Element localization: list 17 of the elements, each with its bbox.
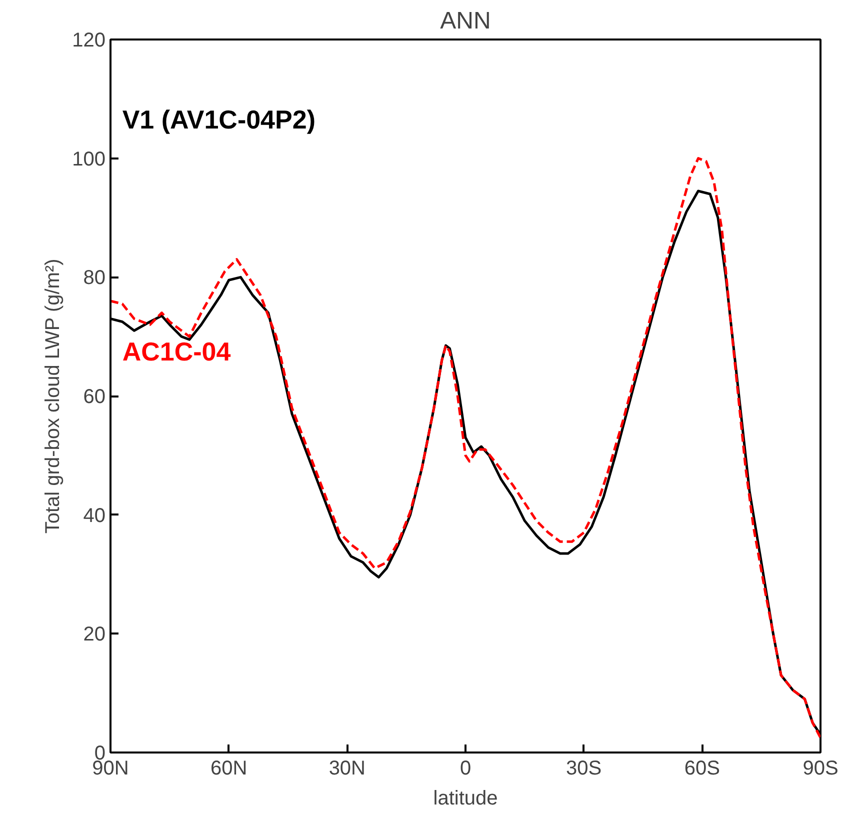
- y-tick-label: 60: [83, 386, 106, 408]
- chart-title: ANN: [440, 8, 491, 34]
- x-tick-label: 60N: [210, 758, 248, 780]
- x-axis-title: latitude: [433, 788, 498, 810]
- y-tick-label: 100: [72, 148, 106, 170]
- y-tick-label: 40: [83, 504, 106, 527]
- series-label: AC1C-04: [122, 336, 232, 366]
- y-tick-label: 120: [72, 30, 106, 52]
- x-tick-label: 30N: [328, 758, 366, 780]
- x-tick-label: 30S: [566, 758, 602, 780]
- x-tick-label: 0: [460, 758, 472, 780]
- x-tick-label: 90S: [802, 758, 838, 780]
- y-tick-label: 20: [83, 624, 106, 646]
- y-tick-label: 80: [83, 267, 106, 290]
- x-tick-label: 60S: [684, 758, 720, 780]
- y-axis-title: Total grd-box cloud LWP (g/m²): [42, 258, 64, 534]
- text: V1 (AV1C-04P2): [122, 104, 316, 135]
